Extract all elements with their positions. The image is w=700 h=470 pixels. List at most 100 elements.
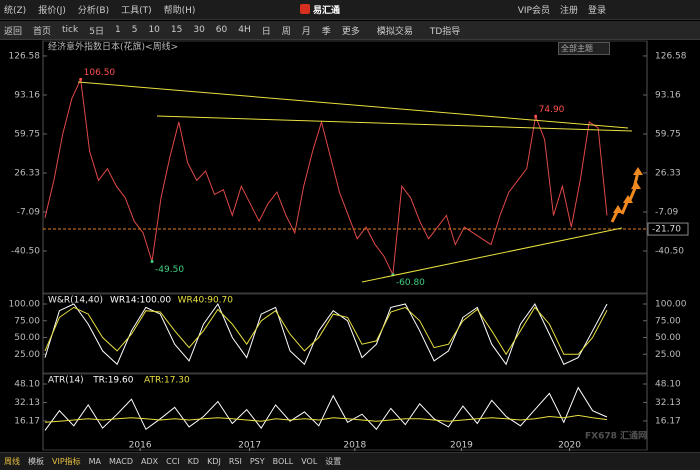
toolbar-button[interactable]: tick <box>62 25 79 35</box>
tab[interactable]: CCI <box>166 457 180 466</box>
toolbar-button[interactable]: 15 <box>170 25 183 35</box>
toolbar-button[interactable]: 周 <box>281 26 291 37</box>
arrow-head <box>633 167 643 175</box>
panel-title: 经济意外指数日本(花旗)<周线> <box>48 41 178 53</box>
toolbar-button[interactable]: 5 <box>131 25 138 35</box>
panel-border <box>42 293 648 374</box>
toolbar-button[interactable]: 4H <box>238 25 251 35</box>
y-tick-label: 126.58 <box>655 51 687 61</box>
y-tick-label: 50.00 <box>655 333 681 343</box>
y-tick-label: 59.75 <box>14 129 40 139</box>
app-title: 易汇通 <box>300 3 340 16</box>
y-tick-label: -7.09 <box>655 208 679 218</box>
y-tick-label: 26.33 <box>655 168 681 178</box>
y-tick-label: 16.17 <box>14 416 40 426</box>
y-tick-label: -40.50 <box>655 247 684 257</box>
toolbar-button[interactable]: 日 <box>261 26 271 37</box>
panel-title: ATR(14) <box>48 376 84 386</box>
annotation-label: 106.50 <box>84 68 116 78</box>
user-link[interactable]: 登录 <box>587 6 606 16</box>
tab[interactable]: RSI <box>228 457 242 466</box>
tab[interactable]: MA <box>88 457 102 466</box>
annotation-label: 74.90 <box>539 105 565 115</box>
watermark: FX678 汇通网 <box>585 430 647 442</box>
trend-line <box>77 81 629 129</box>
series-line <box>44 386 608 431</box>
tab[interactable]: 周线 <box>4 457 20 466</box>
menu-item[interactable]: 帮助(H) <box>163 6 196 16</box>
menu-item[interactable]: 工具(T) <box>121 6 152 16</box>
tab[interactable]: VIP指标 <box>52 457 81 466</box>
x-tick-label: 2018 <box>343 441 366 451</box>
user-link[interactable]: VIP会员 <box>517 6 550 16</box>
menu-item[interactable]: 报价(J) <box>38 6 66 16</box>
annotation-label: -49.50 <box>155 265 184 275</box>
toolbar-button[interactable]: 模拟交易 <box>376 26 413 37</box>
panel-border <box>42 40 648 294</box>
tab[interactable]: BOLL <box>272 457 294 466</box>
y-tick-label: 93.16 <box>655 90 681 100</box>
user-menu: VIP会员 注册 登录 <box>518 3 606 16</box>
toolbar-button[interactable]: 60 <box>215 25 228 35</box>
y-tick-label: 100.00 <box>655 300 687 310</box>
y-tick-label: 50.00 <box>14 333 40 343</box>
toolbar-button[interactable]: TD指导 <box>429 26 461 37</box>
toolbar-button[interactable]: 1 <box>114 25 121 35</box>
series-line <box>44 414 608 423</box>
x-tick-label: 2019 <box>450 441 473 451</box>
reference-box <box>647 222 689 236</box>
x-tick-label: 2017 <box>238 441 261 451</box>
y-tick-label: 25.00 <box>655 350 681 360</box>
y-tick-label: 25.00 <box>14 350 40 360</box>
toolbar-button[interactable]: 返回 <box>4 26 23 37</box>
x-tick-label: 2020 <box>558 441 581 451</box>
toolbar-button[interactable]: 更多 <box>341 26 360 37</box>
series-line <box>44 77 608 277</box>
y-tick-label: 32.13 <box>655 398 681 408</box>
y-tick-label: 126.58 <box>9 51 41 61</box>
y-tick-label: 59.75 <box>655 129 681 139</box>
indicator-tabs: 周线 模板 VIP指标 MA MACD ADX CCI KD KDJ RSI PSY BOLL VOL 设… <box>0 452 700 470</box>
series-line <box>44 302 608 366</box>
panel-border <box>42 373 648 451</box>
tab[interactable]: KDJ <box>207 457 221 466</box>
menu-item[interactable]: 统(Z) <box>4 6 27 16</box>
annotation-point <box>150 260 154 264</box>
tab[interactable]: KD <box>187 457 200 466</box>
toolbar-button[interactable]: 月 <box>301 26 311 37</box>
trend-line <box>361 227 623 283</box>
tab[interactable]: ADX <box>141 457 159 466</box>
menu-bar: 统(Z) 报价(J) 分析(B) 工具(T) 帮助(H) 易汇通 VIP会员 注… <box>0 0 700 20</box>
tab[interactable]: 模板 <box>28 457 44 466</box>
tab[interactable]: PSY <box>249 457 265 466</box>
y-tick-label: 32.13 <box>14 398 40 408</box>
menu-item[interactable]: 分析(B) <box>77 6 110 16</box>
arrow-head <box>623 195 633 203</box>
tab[interactable]: VOL <box>301 457 318 466</box>
toolbar-button[interactable]: 首页 <box>33 26 52 37</box>
annotation-point <box>534 114 538 118</box>
legend-entry: TR:19.60 <box>92 376 134 386</box>
legend-entry: WR40:90.70 <box>178 296 234 306</box>
toolbar-button[interactable]: 10 <box>148 25 160 35</box>
toolbar-button[interactable]: 季 <box>321 26 331 37</box>
annotation-point <box>79 77 83 81</box>
y-tick-label: 75.00 <box>655 316 681 326</box>
y-tick-label: -40.50 <box>11 247 40 257</box>
theme-select[interactable]: 全部主题 <box>558 42 610 55</box>
toolbar-button[interactable]: 5日 <box>89 26 104 37</box>
legend-entry: WR14:100.00 <box>110 296 171 306</box>
user-link[interactable]: 注册 <box>559 6 578 16</box>
y-tick-label: 100.00 <box>9 300 41 310</box>
y-tick-label: 93.16 <box>14 90 40 100</box>
y-tick-label: 48.10 <box>655 380 681 390</box>
series-line <box>44 306 608 356</box>
tab[interactable]: MACD <box>109 457 134 466</box>
toolbar-button[interactable]: 30 <box>193 25 205 35</box>
tab[interactable]: 设置 <box>325 457 342 466</box>
arrow-head <box>613 205 623 213</box>
x-tick-label: 2016 <box>129 441 152 451</box>
y-tick-label: 16.17 <box>655 416 681 426</box>
